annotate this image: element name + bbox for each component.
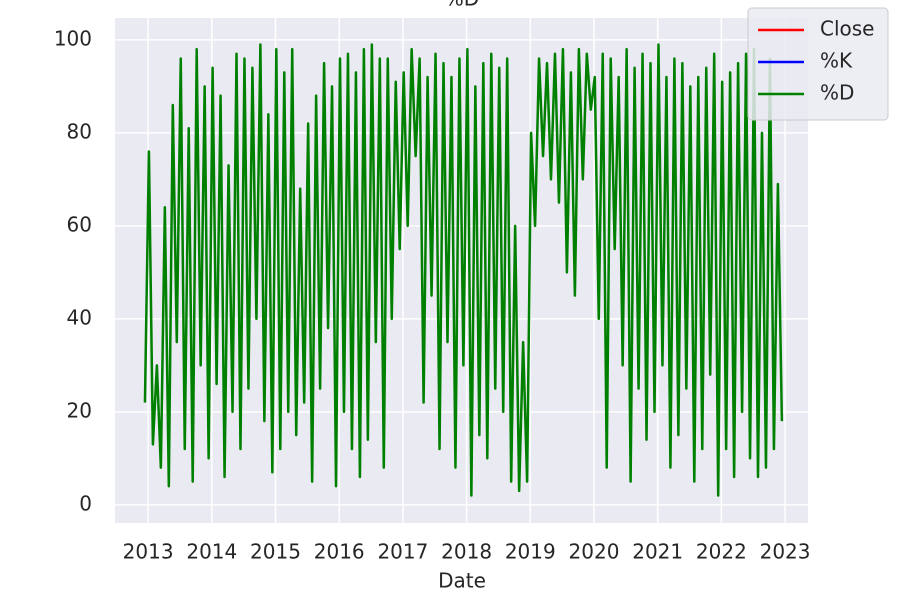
x-tick-label: 2021	[632, 540, 683, 564]
x-tick-label: 2019	[505, 540, 556, 564]
chart-title: %D	[445, 0, 479, 11]
x-tick-label: 2020	[569, 540, 620, 564]
legend-label: %K	[820, 49, 853, 73]
x-tick-label: 2015	[250, 540, 301, 564]
x-axis-label: Date	[438, 569, 486, 593]
legend-label: Close	[820, 17, 874, 41]
y-tick-label: 60	[67, 212, 92, 236]
data-line	[143, 43, 784, 497]
x-tick-label: 2014	[186, 540, 237, 564]
y-tick-label: 0	[79, 491, 92, 515]
x-tick-label: 2018	[441, 540, 492, 564]
x-tick-label: 2017	[377, 540, 428, 564]
legend-box	[747, 7, 889, 121]
legend-label: %D	[820, 81, 854, 105]
y-tick-label: 80	[67, 119, 92, 143]
x-tick-label: 2023	[760, 540, 811, 564]
x-tick-label: 2016	[314, 540, 365, 564]
y-tick-label: 100	[54, 26, 92, 50]
y-tick-label: 20	[67, 398, 92, 422]
y-tick-label: 40	[67, 305, 92, 329]
x-tick-label: 2013	[123, 540, 174, 564]
x-tick-label: 2022	[696, 540, 747, 564]
